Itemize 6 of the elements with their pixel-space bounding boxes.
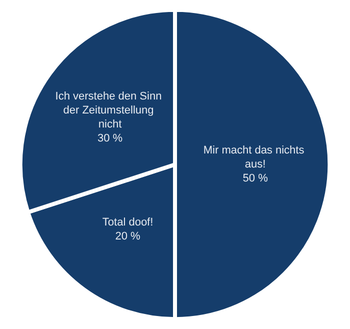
data-label: 30 %: [97, 132, 123, 144]
slice-label: Mir macht das nichts aus!: [203, 144, 308, 170]
slice-label: Total doof!: [102, 216, 154, 228]
slice-label: Ich verstehe den Sinn der Zeitumstellung nicht: [55, 90, 165, 130]
data-label: 20 %: [115, 230, 141, 242]
data-label: 50 %: [242, 172, 268, 184]
